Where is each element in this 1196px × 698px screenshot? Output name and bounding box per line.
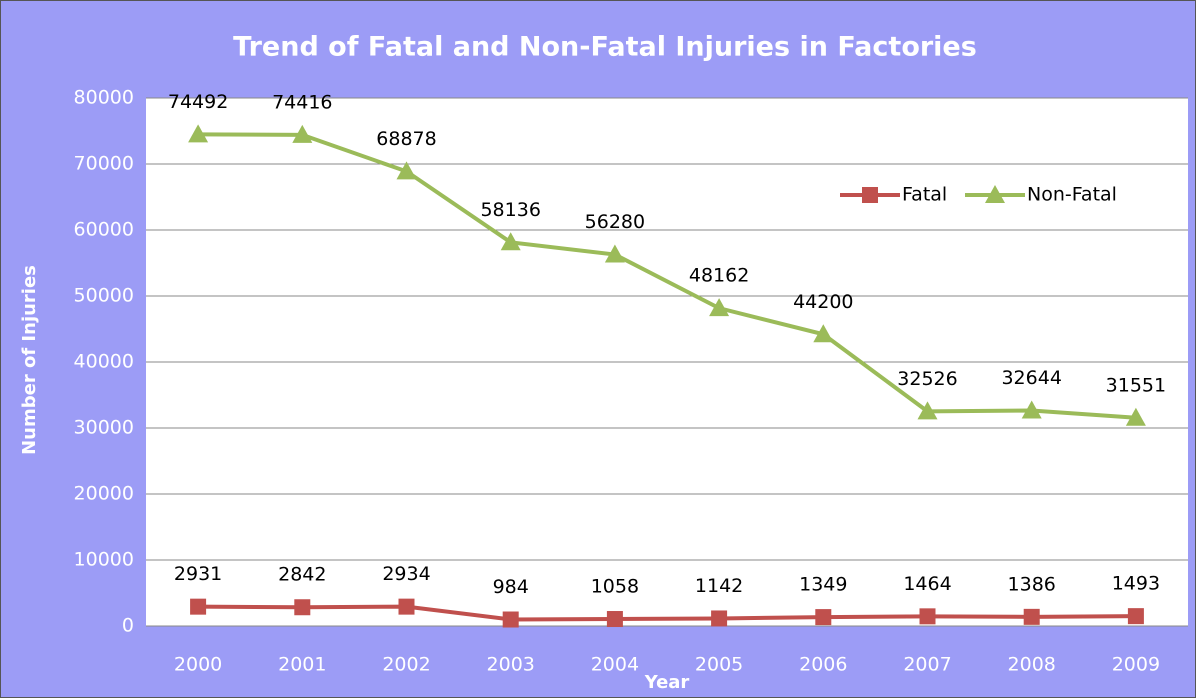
data-point <box>1023 608 1040 625</box>
x-tick-label: 2004 <box>591 654 639 676</box>
data-label: 74492 <box>168 91 228 113</box>
data-point <box>709 298 730 317</box>
y-tick-label: 80000 <box>74 87 134 109</box>
data-label: 56280 <box>585 211 645 233</box>
data-point <box>292 124 313 143</box>
data-label: 2934 <box>382 563 430 585</box>
data-point <box>813 324 834 343</box>
legend-marker <box>862 187 878 203</box>
data-point <box>500 232 521 251</box>
data-label: 984 <box>493 576 529 598</box>
series-line <box>198 604 1136 622</box>
data-point <box>919 608 936 625</box>
x-tick-label: 2002 <box>382 654 430 676</box>
data-label: 68878 <box>376 128 436 150</box>
y-tick-label: 20000 <box>74 483 134 505</box>
data-point <box>606 611 623 628</box>
data-point <box>190 598 207 615</box>
data-label: 1493 <box>1112 573 1160 595</box>
data-label: 58136 <box>480 199 540 221</box>
y-axis-label: Number of Injuries <box>19 265 40 455</box>
x-tick-label: 2003 <box>487 654 535 676</box>
data-point <box>711 610 728 627</box>
data-point <box>1021 400 1042 419</box>
y-tick-label: 40000 <box>74 351 134 373</box>
x-tick-label: 2006 <box>799 654 847 676</box>
data-label: 1464 <box>903 573 951 595</box>
x-axis-label: Year <box>644 672 690 693</box>
legend-label: Fatal <box>902 184 947 206</box>
data-point <box>1127 608 1144 625</box>
data-point <box>396 161 417 180</box>
data-point <box>917 401 938 420</box>
data-point <box>1125 407 1146 426</box>
series-line <box>198 132 1137 420</box>
x-tick-label: 2008 <box>1008 654 1056 676</box>
data-label: 32644 <box>1001 367 1061 389</box>
data-label: 1386 <box>1008 573 1056 595</box>
data-label: 2931 <box>174 563 222 585</box>
data-point <box>604 244 625 263</box>
x-tick-label: 2001 <box>278 654 326 676</box>
data-label: 48162 <box>689 265 749 287</box>
data-point <box>188 124 209 143</box>
y-tick-label: 30000 <box>74 417 134 439</box>
x-tick-label: 2000 <box>174 654 222 676</box>
y-tick-label: 50000 <box>74 285 134 307</box>
data-label: 32526 <box>897 368 957 390</box>
legend-marker <box>985 185 1005 203</box>
chart-title: Trend of Fatal and Non-Fatal Injuries in… <box>233 32 977 63</box>
y-tick-label: 60000 <box>74 219 134 241</box>
legend-label: Non-Fatal <box>1027 184 1117 206</box>
x-tick-label: 2009 <box>1112 654 1160 676</box>
data-label: 2842 <box>278 564 326 586</box>
data-label: 31551 <box>1106 374 1166 396</box>
y-tick-label: 0 <box>122 615 134 637</box>
data-label: 1142 <box>695 575 743 597</box>
data-point <box>502 611 519 628</box>
data-label: 1058 <box>591 576 639 598</box>
data-label: 1349 <box>799 574 847 596</box>
data-point <box>398 598 415 615</box>
x-tick-label: 2005 <box>695 654 743 676</box>
data-point <box>294 599 311 616</box>
y-tick-label: 70000 <box>74 153 134 175</box>
data-label: 44200 <box>793 291 853 313</box>
y-tick-label: 10000 <box>74 549 134 571</box>
data-label: 74416 <box>272 91 332 113</box>
x-tick-label: 2007 <box>903 654 951 676</box>
data-point <box>815 609 832 626</box>
